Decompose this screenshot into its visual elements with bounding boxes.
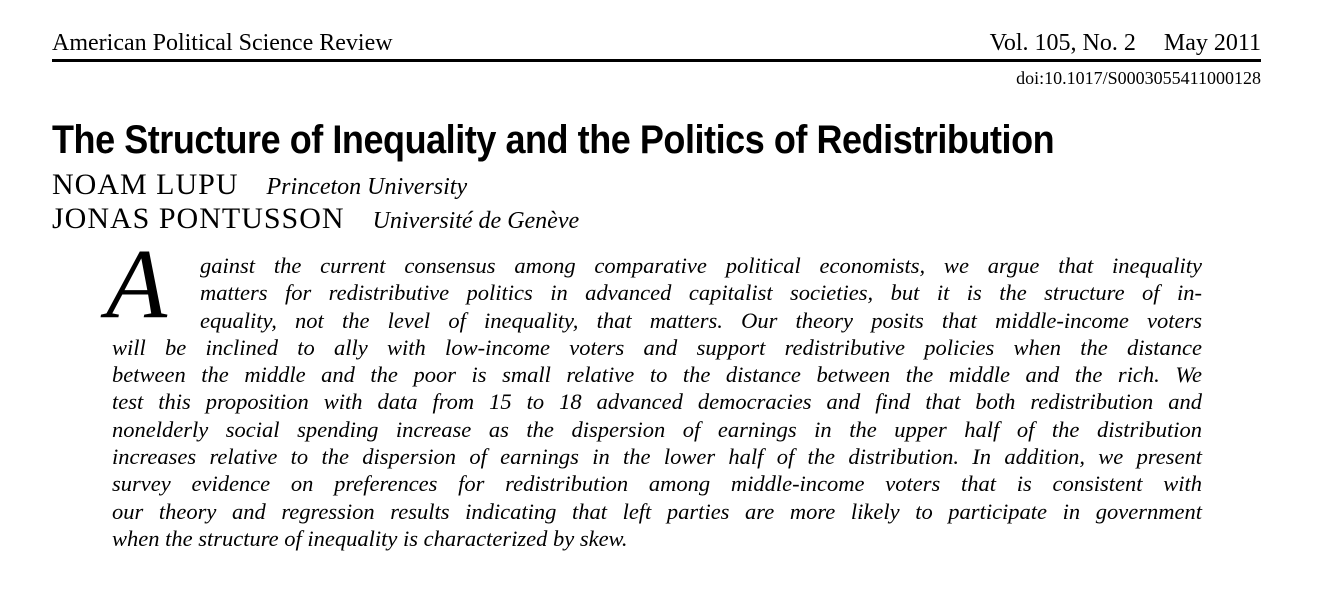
author-line: NOAM LUPU Princeton University	[52, 168, 467, 204]
article-title: The Structure of Inequality and the Poli…	[52, 118, 1055, 162]
running-header: American Political Science Review Vol. 1…	[52, 26, 1261, 58]
issue-date: May 2011	[1163, 30, 1261, 56]
abstract-line: test this proposition with data from 15 …	[112, 389, 1202, 415]
doi: doi:10.1017/S0003055411000128	[1016, 68, 1261, 88]
issue-info: Vol. 105, No. 2 May 2011	[990, 28, 1261, 58]
abstract-line: matters for redistributive politics in a…	[200, 280, 1202, 306]
author-name: JONAS PONTUSSON	[52, 202, 345, 235]
author-affiliation: Princeton University	[266, 174, 468, 200]
author-name: NOAM LUPU	[52, 168, 239, 201]
author-line: JONAS PONTUSSON Université de Genève	[52, 202, 579, 238]
abstract-line: survey evidence on preferences for redis…	[112, 471, 1202, 497]
volume-issue: Vol. 105, No. 2	[989, 30, 1136, 56]
abstract-line: when the structure of inequality is char…	[112, 525, 628, 551]
abstract: A gainst the current consensus among com…	[106, 234, 1202, 552]
abstract-line: increases relative to the dispersion of …	[112, 444, 1202, 470]
journal-name: American Political Science Review	[52, 30, 393, 56]
abstract-line: our theory and regression results indica…	[112, 498, 1202, 524]
abstract-line: equality, not the level of inequality, t…	[200, 307, 1202, 333]
abstract-line: between the middle and the poor is small…	[112, 362, 1202, 388]
author-affiliation: Université de Genève	[372, 208, 580, 234]
abstract-line: will be inclined to ally with low-income…	[112, 334, 1202, 360]
abstract-line: nonelderly social spending increase as t…	[112, 416, 1202, 442]
abstract-line: gainst the current consensus among compa…	[200, 253, 1202, 278]
header-rule	[52, 59, 1261, 62]
drop-cap: A	[106, 228, 168, 339]
